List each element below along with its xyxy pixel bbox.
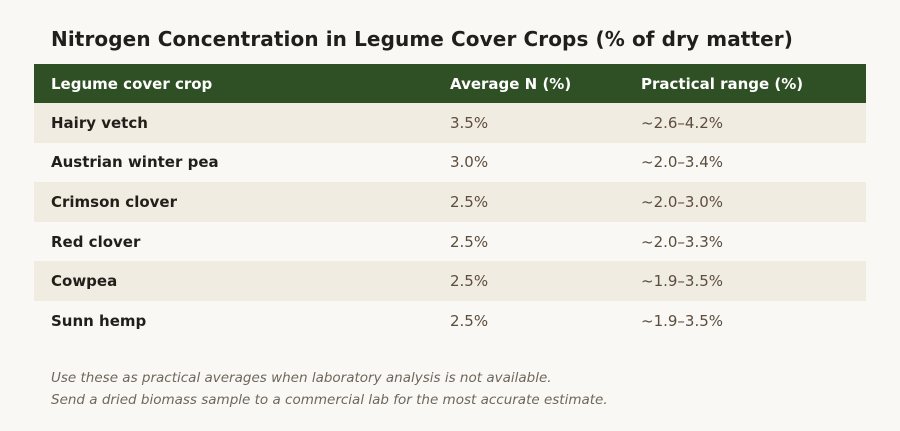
column-header-crop: Legume cover crop bbox=[51, 74, 213, 93]
footnote-line: Send a dried biomass sample to a commerc… bbox=[51, 391, 608, 408]
average-n-cell: 3.5% bbox=[450, 113, 489, 132]
table-row: Crimson clover 2.5% ~2.0–3.0% bbox=[34, 182, 866, 222]
table-row: Hairy vetch 3.5% ~2.6–4.2% bbox=[34, 103, 866, 143]
range-cell: ~1.9–3.5% bbox=[641, 272, 724, 291]
crop-name-cell: Austrian winter pea bbox=[51, 153, 219, 172]
table-row: Austrian winter pea 3.0% ~2.0–3.4% bbox=[34, 143, 866, 183]
average-n-cell: 2.5% bbox=[450, 272, 489, 291]
average-n-cell: 3.0% bbox=[450, 153, 489, 172]
range-cell: ~2.0–3.3% bbox=[641, 232, 724, 251]
range-cell: ~2.0–3.0% bbox=[641, 192, 724, 211]
table-row: Cowpea 2.5% ~1.9–3.5% bbox=[34, 261, 866, 301]
range-cell: ~1.9–3.5% bbox=[641, 311, 724, 330]
crop-name-cell: Red clover bbox=[51, 232, 141, 251]
average-n-cell: 2.5% bbox=[450, 311, 489, 330]
average-n-cell: 2.5% bbox=[450, 232, 489, 251]
page-title: Nitrogen Concentration in Legume Cover C… bbox=[51, 27, 793, 51]
crop-name-cell: Crimson clover bbox=[51, 192, 177, 211]
table-row: Sunn hemp 2.5% ~1.9–3.5% bbox=[34, 301, 866, 341]
crop-name-cell: Sunn hemp bbox=[51, 311, 147, 330]
crop-name-cell: Cowpea bbox=[51, 272, 118, 291]
column-header-average-n: Average N (%) bbox=[450, 74, 572, 93]
footnote-line: Use these as practical averages when lab… bbox=[51, 370, 552, 386]
range-cell: ~2.0–3.4% bbox=[641, 153, 724, 172]
nitrogen-table: Legume cover crop Average N (%) Practica… bbox=[34, 64, 866, 341]
average-n-cell: 2.5% bbox=[450, 192, 489, 211]
column-header-range: Practical range (%) bbox=[641, 74, 804, 93]
table-header-row: Legume cover crop Average N (%) Practica… bbox=[34, 64, 866, 103]
footnotes: Use these as practical averages when lab… bbox=[51, 368, 608, 411]
table-row: Red clover 2.5% ~2.0–3.3% bbox=[34, 222, 866, 262]
range-cell: ~2.6–4.2% bbox=[641, 113, 724, 132]
crop-name-cell: Hairy vetch bbox=[51, 113, 148, 132]
